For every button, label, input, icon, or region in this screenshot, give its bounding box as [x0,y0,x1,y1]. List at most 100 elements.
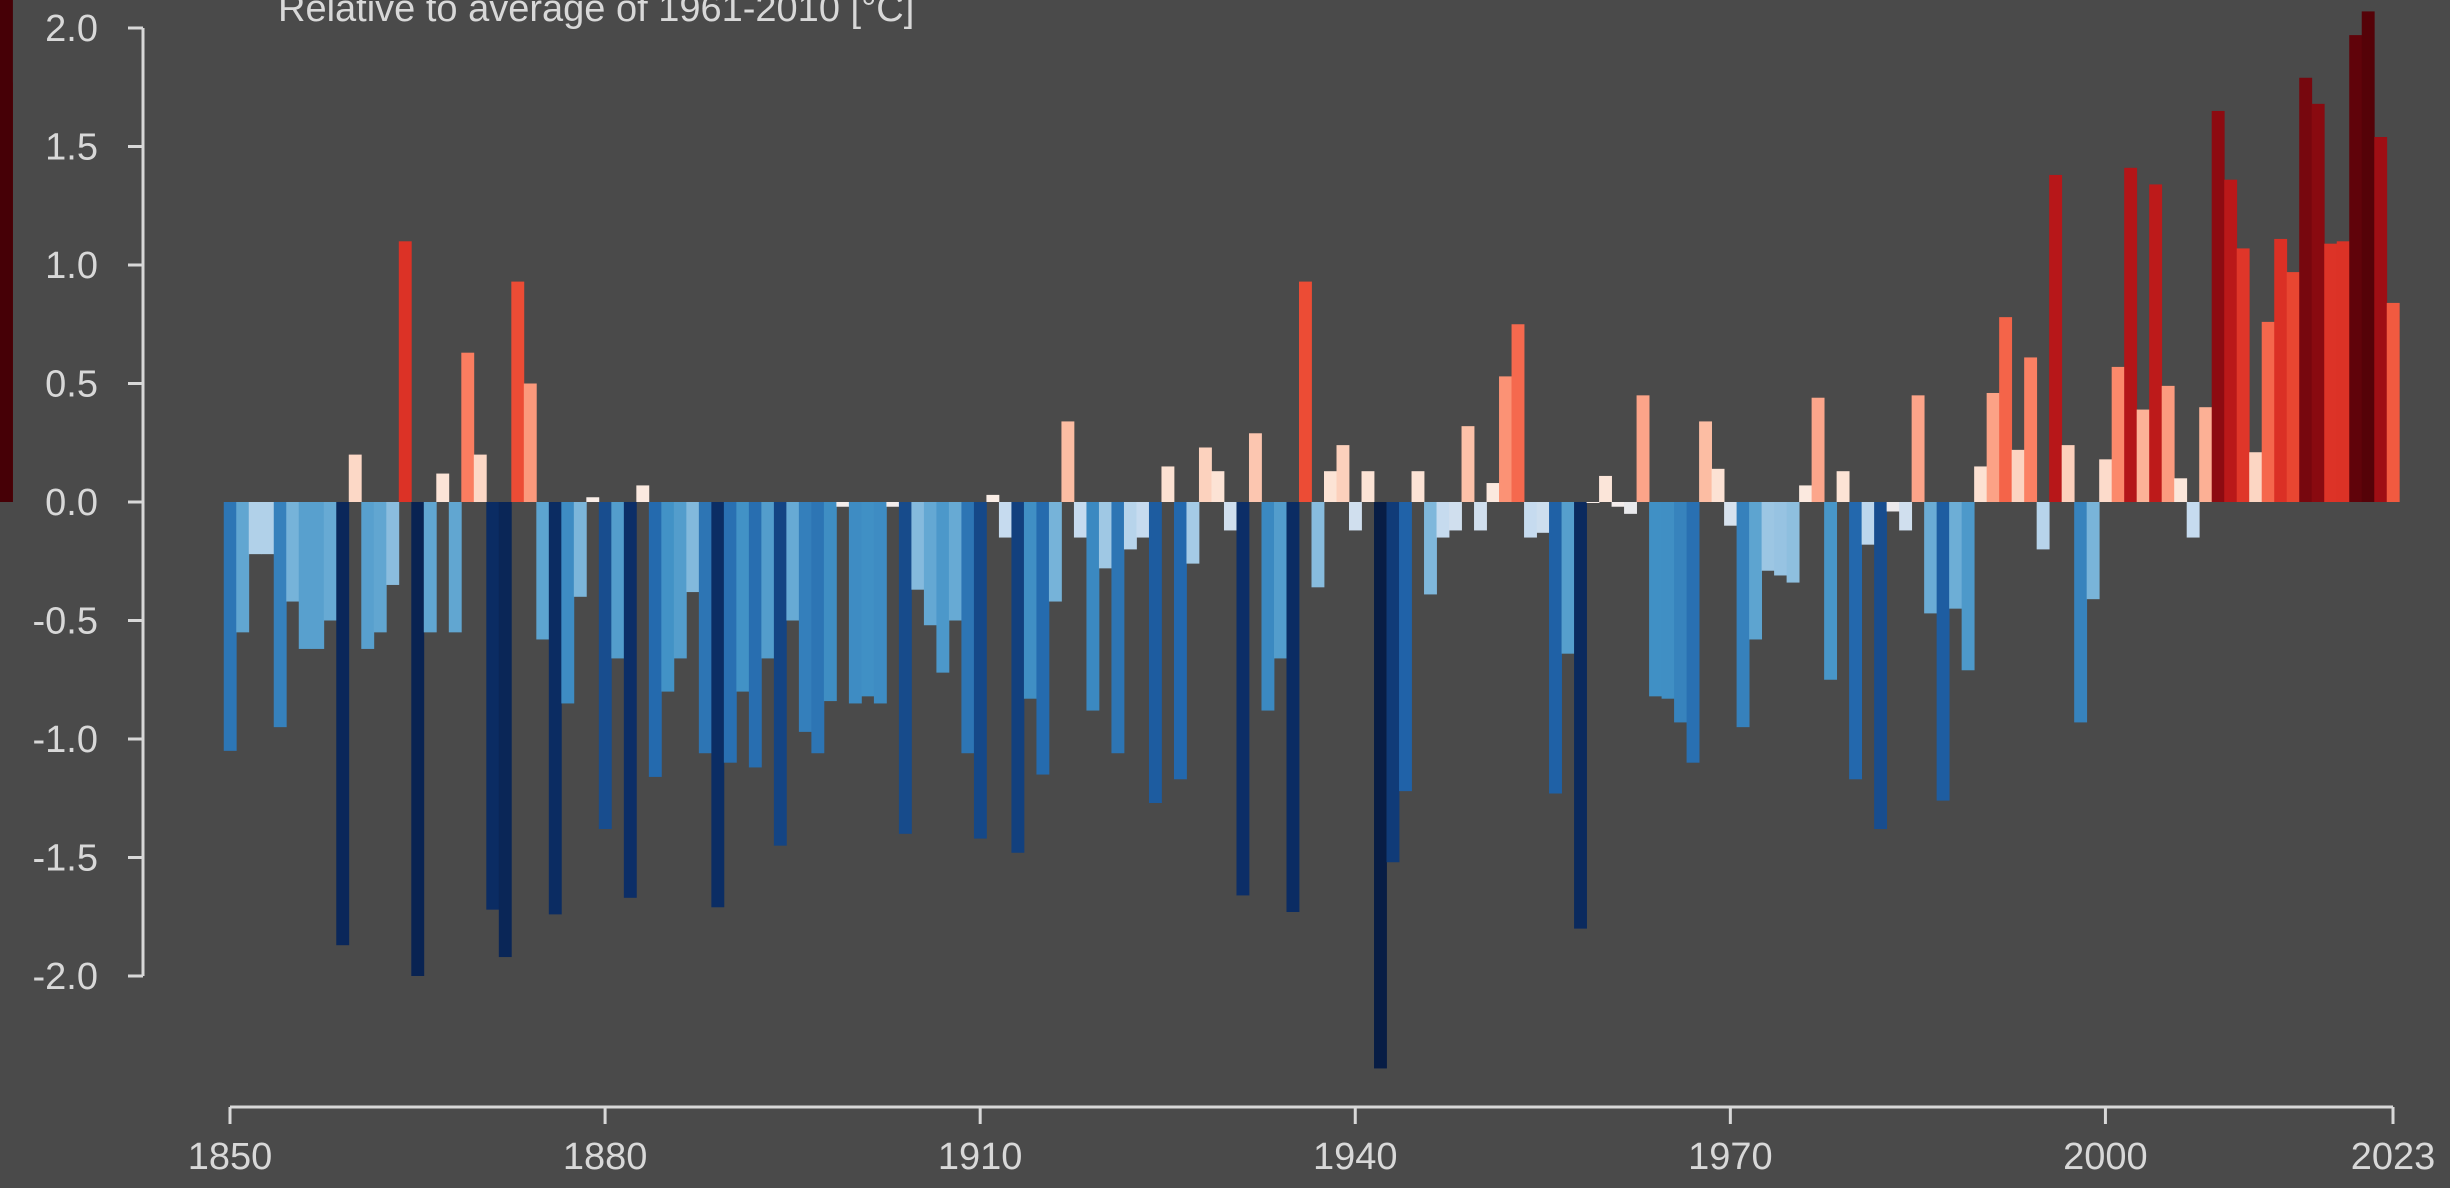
bar-1896 [798,502,812,732]
x-tick-label: 1910 [938,1136,1023,1178]
y-tick-label: -0.5 [33,601,98,643]
bar-2021 [2361,11,2375,502]
bar-1936 [1298,281,1312,502]
bar-1902 [873,502,887,704]
bar-2006 [2174,478,2188,502]
y-tick-label: -2.0 [33,956,98,998]
bar-2000 [2099,459,2113,502]
bar-1982 [1874,502,1888,830]
bar-1945 [1411,471,1425,502]
bar-1980 [1849,502,1863,780]
bar-1886 [673,502,687,659]
bar-1892 [748,502,762,768]
bar-2023 [2386,302,2400,502]
bar-1909 [961,502,975,754]
bar-1914 [1023,502,1037,699]
bar-1948 [1449,502,1462,531]
bar-1904 [898,502,912,834]
y-tick-label: 1.0 [45,245,98,287]
bar-1887 [686,502,700,593]
bar-1940 [1349,502,1362,531]
bar-1935 [1286,502,1300,913]
bar-1974 [1774,502,1788,576]
x-tick-label: 1850 [188,1136,273,1178]
bar-1975 [1786,502,1800,583]
bar-1908 [948,502,962,621]
bar-1921 [1111,502,1125,754]
bar-2018 [2324,243,2338,503]
bar-1952 [1499,376,1512,502]
bar-1920 [1098,502,1112,569]
bar-1998 [2074,502,2088,723]
bar-1922 [1123,502,1137,550]
bar-1894 [773,502,787,846]
bar-2019 [2336,241,2350,503]
bar-1991 [1986,392,2000,502]
bar-1897 [811,502,825,754]
bar-1900 [848,502,862,704]
bar-1910 [973,502,987,839]
bar-1856 [298,502,312,649]
bar-1971 [1736,502,1750,728]
bar-1957 [1561,502,1575,654]
y-tick-label: 1.5 [45,127,98,169]
bar-1988 [1949,502,1963,609]
bar-1962 [1624,502,1637,514]
bar-1958 [1574,502,1587,929]
bar-1919 [1086,502,1100,711]
y-tick-label: 0.0 [45,482,98,524]
bar-1853 [261,502,275,555]
bar-1855 [286,502,300,602]
bar-1888 [698,502,712,754]
bar-1878 [573,502,587,597]
bar-1969 [1711,468,1725,502]
bar-1912 [998,502,1012,538]
bar-1970 [1724,502,1737,526]
bar-1925 [1161,466,1175,502]
bar-1972 [1749,502,1763,640]
bar-1965 [1661,502,1675,699]
bar-1869 [461,352,475,502]
bar-1989 [1961,502,1975,671]
bar-1877 [561,502,575,704]
bar-1968 [1699,421,1712,502]
bar-1879 [586,497,600,502]
bar-2013 [2261,321,2275,502]
bar-1954 [1524,502,1537,538]
bar-1997 [2061,445,2075,502]
bar-1864 [398,241,412,503]
bar-1960 [1599,475,1612,502]
bar-1987 [1936,502,1950,801]
bar-1932 [1248,433,1262,502]
bar-2008 [2199,407,2213,502]
bar-1992 [1999,317,2013,502]
bar-2015 [2286,272,2300,502]
bar-1871 [486,502,500,910]
bar-1942 [1374,502,1387,1069]
bar-1901 [861,502,875,697]
bar-1862 [373,502,387,633]
bar-1979 [1836,471,1850,502]
bar-1851 [236,502,250,633]
bar-1951 [1486,483,1500,502]
bar-1883 [636,485,650,502]
bar-1924 [1148,502,1162,803]
bar-1889 [711,502,725,908]
bar-1874 [523,383,537,502]
y-tick-label: -1.5 [33,838,98,880]
bar-1870 [473,454,487,502]
bar-1875 [536,502,550,640]
bar-1949 [1461,426,1475,502]
bar-1950 [1474,502,1487,531]
bar-1857 [311,502,325,649]
bar-2012 [2249,452,2263,502]
bar-2004 [2149,184,2163,503]
bar-1917 [1061,421,1075,502]
bar-1926 [1173,502,1187,780]
bar-1933 [1261,502,1275,711]
bar-1993 [2011,449,2025,502]
bar-1995 [2036,502,2050,550]
bar-1885 [661,502,675,692]
bar-1876 [548,502,562,915]
